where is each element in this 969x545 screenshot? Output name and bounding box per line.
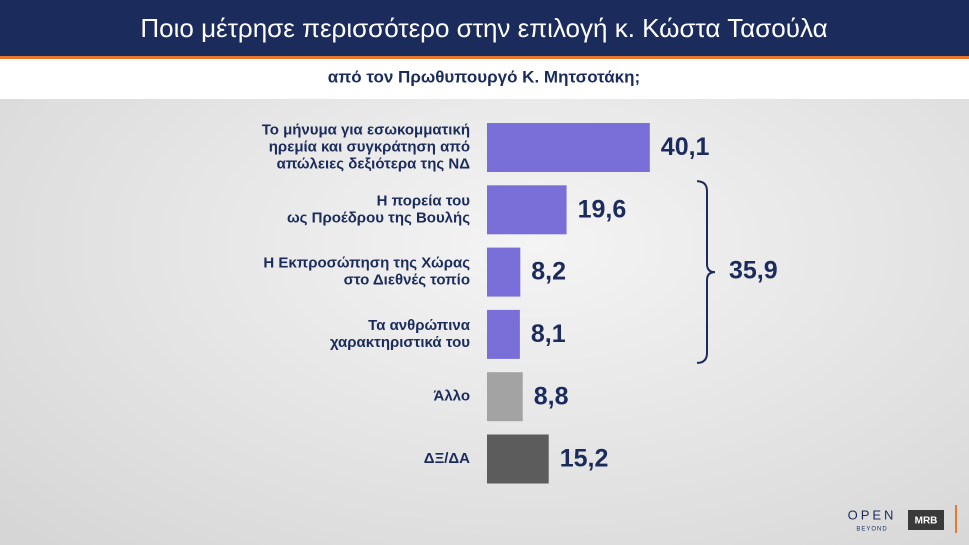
category-label: χαρακτηριστικά του bbox=[330, 334, 470, 351]
bar bbox=[487, 434, 549, 484]
bar bbox=[487, 123, 650, 172]
category-label: απώλειες δεξιότερα της ΝΔ bbox=[277, 155, 471, 172]
category-label: Άλλο bbox=[434, 388, 471, 405]
category-label: στο Διεθνές τοπίο bbox=[344, 272, 470, 289]
value-label: 8,2 bbox=[531, 258, 566, 286]
group-bracket bbox=[696, 180, 716, 364]
category-label: Η πορεία του bbox=[377, 192, 471, 209]
value-label: 8,8 bbox=[534, 382, 569, 410]
group-total-label: 35,9 bbox=[729, 257, 778, 285]
value-label: 8,1 bbox=[531, 320, 566, 348]
bar bbox=[487, 185, 567, 235]
category-label: ως Προέδρου της Βουλής bbox=[287, 209, 470, 226]
bar bbox=[487, 309, 520, 359]
value-label: 19,6 bbox=[578, 195, 627, 223]
logo-accent bbox=[955, 505, 957, 533]
title-banner bbox=[0, 0, 969, 56]
logo-box bbox=[908, 510, 944, 530]
category-label: ηρεμία και συγκράτηση από bbox=[269, 138, 470, 155]
subtitle-band bbox=[0, 59, 969, 99]
category-label: ΔΞ/ΔΑ bbox=[424, 450, 470, 467]
bar bbox=[487, 247, 521, 297]
chart-subtitle: από τον Πρωθυπουργό Κ. Μητσοτάκη; bbox=[328, 67, 640, 86]
category-label: Τα ανθρώπινα bbox=[368, 317, 471, 334]
logo-text: MRB bbox=[915, 516, 938, 527]
category-label: Η Εκπροσώπηση της Χώρας bbox=[263, 255, 470, 272]
logo-text: OPEN bbox=[848, 507, 897, 522]
chart-title: Ποιο μέτρησε περισσότερο στην επιλογή κ.… bbox=[140, 13, 827, 43]
bar bbox=[487, 372, 523, 422]
value-label: 15,2 bbox=[560, 445, 609, 473]
value-label: 40,1 bbox=[661, 133, 710, 161]
category-label: Το μήνυμα για εσωκομματική bbox=[262, 121, 470, 138]
accent-line bbox=[0, 56, 969, 59]
logo-text: BEYOND bbox=[856, 527, 887, 533]
